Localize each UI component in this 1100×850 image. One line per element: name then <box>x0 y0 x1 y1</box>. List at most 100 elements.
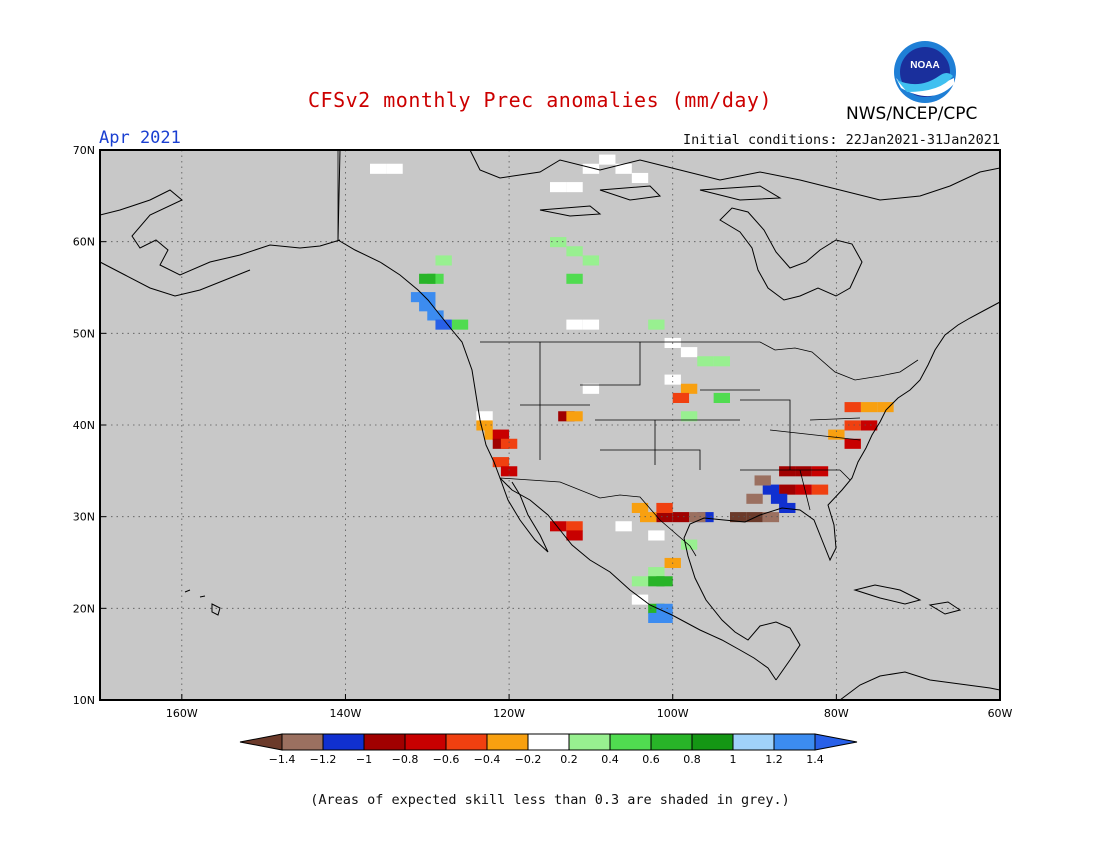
colorbar-label: −1 <box>356 753 372 766</box>
anomaly-cell <box>615 521 632 532</box>
anomaly-cell <box>656 576 673 587</box>
anomaly-cell <box>492 457 510 468</box>
anomaly-cell <box>435 255 452 266</box>
border-us-canada <box>480 341 919 381</box>
anomaly-cell <box>779 466 796 477</box>
anomaly-cell <box>713 356 730 367</box>
colorbar-label: 0.8 <box>683 753 701 766</box>
anomaly-cell <box>811 466 829 477</box>
agency-label: NWS/NCEP/CPC <box>846 104 978 124</box>
valid-month-label: Apr 2021 <box>99 128 181 148</box>
coastline-alaska <box>100 189 341 276</box>
anomaly-cell <box>656 512 673 523</box>
anomaly-cell <box>689 512 706 523</box>
anomaly-cell <box>566 530 583 541</box>
anomaly-cell <box>566 319 583 330</box>
colorbar-swatch <box>445 733 488 751</box>
colorbar-swatch <box>363 733 406 751</box>
anomaly-cell <box>615 163 632 174</box>
anomaly-cell <box>419 273 436 284</box>
anomaly-cell <box>795 484 812 495</box>
colorbar-label: 0.2 <box>560 753 578 766</box>
logo-text: NOAA <box>910 60 939 71</box>
colorbar-swatch <box>322 733 365 751</box>
anomaly-cell <box>648 612 665 623</box>
lon-tick-label: 140W <box>330 707 362 720</box>
anomaly-cell <box>860 420 878 431</box>
coastline-hudson-bay <box>719 207 863 301</box>
colorbar-label: −0.8 <box>392 753 419 766</box>
lat-tick-label: 60N <box>73 236 95 249</box>
anomaly-cell <box>648 567 665 578</box>
anomaly-cell <box>877 402 894 413</box>
anomaly-cell <box>672 392 690 403</box>
anomaly-cell <box>451 319 469 330</box>
lon-tick-label: 160W <box>166 707 198 720</box>
anomaly-cell <box>664 374 681 385</box>
colorbar-label: 1 <box>730 753 737 766</box>
state-lines <box>520 342 861 511</box>
anomaly-cell <box>730 512 747 523</box>
noaa-logo: NOAA <box>894 41 956 103</box>
anomaly-cell <box>582 319 600 330</box>
anomaly-cell <box>550 521 567 532</box>
anomaly-cell <box>746 493 763 504</box>
anomaly-cell <box>762 512 780 523</box>
anomaly-cell <box>762 484 780 495</box>
anomaly-cell <box>476 411 493 422</box>
anomaly-cell <box>435 319 452 330</box>
anomaly-cell <box>795 466 812 477</box>
colorbar-label: −0.6 <box>433 753 460 766</box>
colorbar-label: 1.4 <box>806 753 824 766</box>
colorbar-swatch <box>773 733 816 751</box>
anomaly-cell <box>599 154 616 165</box>
anomaly-cell <box>713 392 730 403</box>
anomaly-cell <box>631 576 649 587</box>
anomaly-cell <box>386 163 403 174</box>
colorbar-arrow-left <box>239 733 283 751</box>
border-us-mexico <box>499 477 697 557</box>
coastline-hispaniola <box>928 601 962 615</box>
anomaly-cell <box>550 237 567 248</box>
anomaly-cell <box>427 310 444 321</box>
anomaly-cell <box>492 429 510 440</box>
initial-conditions-label: Initial conditions: 22Jan2021-31Jan2021 <box>683 132 1000 148</box>
anomaly-cell <box>419 292 436 303</box>
anomaly-cell <box>566 246 583 257</box>
anomaly-cell <box>500 438 518 449</box>
anomaly-cell <box>754 475 771 486</box>
colorbar-label: 0.4 <box>601 753 619 766</box>
colorbar-swatch <box>650 733 693 751</box>
coastline-hawaii <box>184 589 221 616</box>
lat-tick-label: 20N <box>73 602 95 615</box>
anomaly-cell <box>697 356 714 367</box>
colorbar-swatch <box>732 733 775 751</box>
colorbar-swatch <box>609 733 652 751</box>
lat-tick-label: 40N <box>73 419 95 432</box>
colorbar-label: −0.4 <box>474 753 501 766</box>
coastline-aleutians <box>100 261 251 297</box>
anomaly-cell <box>566 273 583 284</box>
colorbar-swatch <box>281 733 324 751</box>
coastline-cuba <box>853 584 922 605</box>
anomaly-cell <box>779 502 796 513</box>
anomaly-cell <box>672 512 690 523</box>
anomaly-cell <box>860 402 878 413</box>
anomaly-cell <box>582 255 600 266</box>
coastline-gulf <box>683 301 1000 681</box>
anomaly-cell <box>680 347 698 358</box>
anomaly-cell <box>770 493 788 504</box>
map-title: CFSv2 monthly Prec anomalies (mm/day) <box>307 88 773 112</box>
anomaly-cell <box>656 603 673 614</box>
anomaly-cell <box>648 530 665 541</box>
coastline-south-america <box>839 671 1000 700</box>
footnote: (Areas of expected skill less than 0.3 a… <box>310 792 790 808</box>
anomaly-cell <box>779 484 796 495</box>
anomaly-cell <box>566 411 583 422</box>
colorbar-label: 1.2 <box>765 753 783 766</box>
coastline-baja <box>499 477 549 553</box>
colorbar-swatch <box>691 733 734 751</box>
lon-tick-label: 80W <box>824 707 849 720</box>
anomaly-cell <box>631 172 649 183</box>
anomaly-cell <box>680 411 698 422</box>
